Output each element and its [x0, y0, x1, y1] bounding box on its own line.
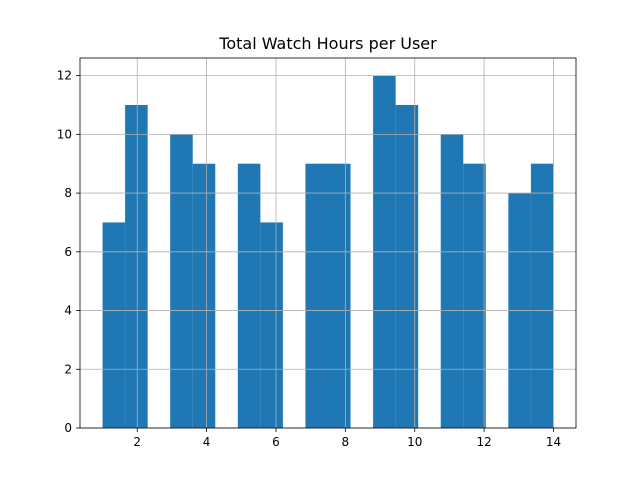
y-tick-label: 8	[64, 186, 72, 200]
histogram-bar	[305, 163, 328, 428]
x-tick-label: 10	[407, 435, 422, 449]
histogram-bar	[395, 104, 419, 428]
y-tick-label: 12	[57, 69, 72, 83]
histogram-bar	[170, 134, 193, 428]
y-tick-label: 6	[64, 245, 72, 259]
y-tick-label: 2	[64, 362, 72, 376]
histogram-bar	[237, 163, 261, 428]
histogram-bar	[125, 104, 148, 428]
y-tick-label: 4	[64, 304, 72, 318]
histogram-bar	[328, 163, 351, 428]
x-tick-label: 4	[203, 435, 211, 449]
y-tick-label: 0	[64, 421, 72, 435]
x-tick-label: 6	[272, 435, 280, 449]
x-tick-label: 14	[546, 435, 561, 449]
x-tick-label: 8	[342, 435, 350, 449]
x-tick-label: 12	[476, 435, 491, 449]
histogram-bar	[102, 222, 126, 428]
chart-title: Total Watch Hours per User	[218, 34, 437, 53]
y-tick-label: 10	[57, 127, 72, 141]
x-tick-label: 2	[133, 435, 141, 449]
histogram-bar	[440, 134, 464, 428]
tick-labels: 2 4 6 8 10 12 14 0 2 4 6 8 10 12	[57, 69, 561, 449]
histogram-bar	[260, 222, 283, 428]
histogram-bar	[463, 163, 486, 428]
plot-frame	[79, 57, 577, 429]
axes	[79, 57, 577, 429]
histogram-bar	[192, 163, 216, 428]
histogram-bar	[530, 163, 554, 428]
